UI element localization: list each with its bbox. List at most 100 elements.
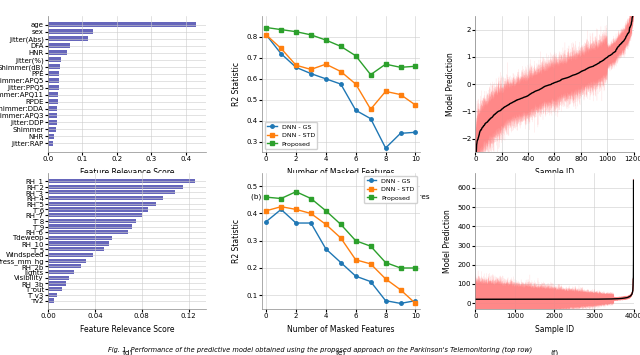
Text: (b)  Impact of masking the less sensitive features: (b) Impact of masking the less sensitive… [252,193,430,200]
Bar [48,36,88,41]
DNN - STD [307,67,315,72]
DNN - GS [397,301,404,306]
Y-axis label: R2 Statistic: R2 Statistic [232,219,241,263]
Bar [48,127,56,132]
DNN - STD [367,262,374,266]
DNN - STD [322,222,330,226]
DNN - STD [307,211,315,215]
Proposed [337,222,345,226]
Proposed [322,38,330,42]
DNN - GS [292,221,300,225]
Bar [48,71,60,76]
Text: (c)  Estimated prediction uncertainties: (c) Estimated prediction uncertainties [485,193,624,200]
Proposed [367,72,374,77]
Bar [48,213,142,217]
Bar [48,202,156,206]
Proposed [322,209,330,213]
X-axis label: Feature Relevance Score: Feature Relevance Score [80,324,174,334]
Bar [48,196,163,200]
Proposed [337,44,345,49]
Line: DNN - GS: DNN - GS [264,208,417,305]
Bar [48,64,60,69]
Bar [48,299,54,303]
DNN - STD [367,107,374,111]
Bar [48,270,74,274]
DNN - GS [307,71,315,76]
DNN - GS [307,221,315,225]
Bar [48,29,93,34]
X-axis label: Number of Masked Features: Number of Masked Features [287,168,394,177]
Bar [48,241,109,246]
Bar [48,50,67,55]
Legend: DNN - GS, DNN - STD, Proposed: DNN - GS, DNN - STD, Proposed [364,176,417,203]
DNN - GS [337,261,345,265]
Line: DNN - STD: DNN - STD [264,205,417,305]
Bar [48,106,58,111]
Proposed [381,62,389,66]
DNN - STD [397,92,404,97]
DNN - GS [352,108,360,113]
DNN - STD [412,103,419,107]
Line: DNN - GS: DNN - GS [264,33,417,150]
DNN - GS [292,65,300,70]
DNN - GS [262,219,270,224]
Bar [48,92,58,97]
Proposed [307,33,315,37]
Proposed [367,244,374,248]
Line: Proposed: Proposed [264,26,417,76]
DNN - GS [412,130,419,135]
Bar [48,179,195,183]
Bar [48,120,56,125]
DNN - GS [352,274,360,278]
Text: (d): (d) [122,350,132,355]
Y-axis label: Model Prediction: Model Prediction [443,209,452,273]
DNN - STD [352,258,360,262]
Text: (e): (e) [336,350,346,355]
Proposed [277,27,285,32]
DNN - STD [381,89,389,94]
DNN - GS [322,247,330,251]
Bar [48,247,104,251]
DNN - STD [277,204,285,209]
Proposed [352,239,360,243]
DNN - STD [397,288,404,292]
DNN - STD [292,207,300,212]
X-axis label: Sample ID: Sample ID [535,324,574,334]
Bar [48,141,53,146]
Proposed [397,266,404,270]
Bar [48,134,54,139]
X-axis label: Number of Masked Features: Number of Masked Features [287,324,394,334]
Legend: DNN - GS, DNN - STD, Proposed: DNN - GS, DNN - STD, Proposed [265,122,317,149]
Proposed [292,190,300,194]
DNN - GS [367,116,374,121]
Bar [48,281,65,285]
DNN - GS [381,146,389,150]
DNN - STD [322,62,330,66]
DNN - GS [277,51,285,56]
Bar [48,230,128,234]
DNN - STD [352,82,360,86]
Proposed [262,195,270,199]
Text: Fig. 1. Performance of the predictive model obtained using the proposed approach: Fig. 1. Performance of the predictive mo… [108,346,532,353]
DNN - STD [262,209,270,213]
Proposed [412,266,419,270]
Bar [48,113,57,118]
Text: (f): (f) [550,350,559,355]
Y-axis label: R2 Statistic: R2 Statistic [232,62,241,106]
Y-axis label: Model Prediction: Model Prediction [446,52,455,116]
Line: Proposed: Proposed [264,190,417,270]
Bar [48,57,61,62]
Bar [48,190,175,195]
Bar [48,264,81,268]
Proposed [381,261,389,265]
DNN - GS [337,82,345,86]
Bar [48,85,59,90]
Bar [48,219,136,223]
DNN - GS [412,299,419,303]
DNN - GS [397,131,404,136]
Bar [48,236,113,240]
DNN - GS [381,299,389,303]
DNN - STD [262,33,270,37]
X-axis label: Sample ID: Sample ID [535,168,574,177]
DNN - STD [337,236,345,240]
